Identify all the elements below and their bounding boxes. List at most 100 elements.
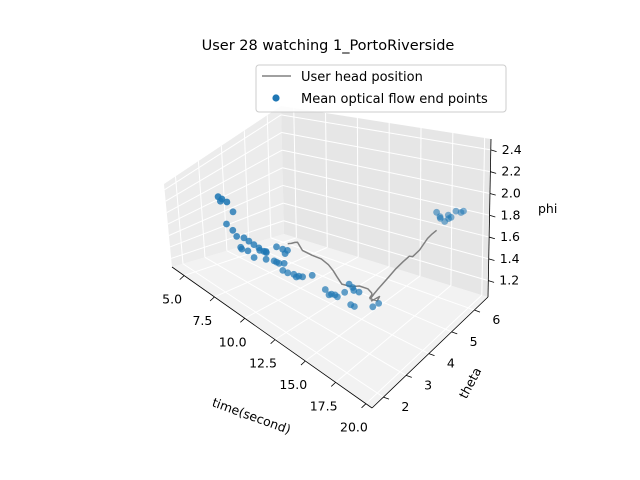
y-tick-label: 3: [424, 377, 432, 392]
flow-end-point: [375, 300, 383, 307]
z-grid-back: [281, 131, 491, 173]
y-tick-label: 5: [470, 334, 478, 349]
x-grid-back: [419, 127, 422, 277]
x-tick: [240, 317, 245, 323]
z-axis-line: [487, 138, 492, 298]
x-tick: [179, 275, 185, 280]
y-tick: [428, 353, 435, 357]
flow-end-point: [250, 254, 258, 261]
x-axis-line: [171, 266, 373, 409]
z-grid-left: [168, 184, 284, 236]
back-pane: [281, 106, 491, 297]
z-grid-left: [165, 132, 282, 202]
plot-series: [214, 193, 467, 311]
z-tick: [489, 214, 496, 218]
x-grid-floor: [274, 266, 390, 341]
legend: User head position Mean optical flow end…: [255, 64, 507, 113]
flow-end-point: [233, 233, 241, 240]
flow-end-point: [460, 207, 467, 215]
flow-end-point: [308, 271, 316, 279]
x-tick-label: 7.5: [192, 313, 212, 328]
x-tick-label: 20.0: [340, 420, 368, 435]
flow-end-point: [299, 273, 306, 281]
flow-end-point: [240, 234, 248, 242]
y-tick: [451, 331, 458, 335]
flow-end-point: [273, 243, 280, 251]
z-tick-label: 2.2: [501, 164, 521, 179]
head-position-line: [287, 229, 438, 302]
flow-end-point: [436, 213, 444, 221]
y-grid-floor: [182, 263, 384, 398]
x-tick-label: 10.0: [219, 334, 247, 349]
flow-end-point: [229, 208, 237, 216]
z-tick-label: 1.4: [500, 251, 520, 266]
z-tick-label: 1.8: [501, 207, 521, 222]
x-tick: [361, 403, 367, 409]
x-grid-back: [356, 117, 359, 257]
z-tick-label: 1.6: [500, 229, 520, 244]
x-grid-back: [325, 112, 328, 248]
x-axis-label: time(second): [210, 395, 293, 437]
z-tick: [489, 236, 496, 240]
legend-frame: [255, 64, 507, 113]
flow-end-point: [321, 286, 329, 293]
flow-end-point: [284, 247, 291, 254]
flow-end-point: [331, 291, 339, 299]
z-tick-label: 2.0: [501, 185, 521, 200]
flow-end-point: [238, 245, 246, 253]
flow-end-point: [223, 220, 230, 228]
z-grid-left: [166, 149, 283, 214]
flow-end-point: [217, 197, 224, 205]
z-tick: [488, 258, 495, 261]
flow-end-point: [250, 241, 258, 249]
x-grid-floor: [305, 275, 421, 362]
axis-edges: [171, 138, 492, 409]
z-tick-label: 2.4: [502, 142, 522, 157]
x-tick: [330, 382, 336, 387]
y-grid-left: [174, 176, 184, 264]
y-tick-label: 4: [447, 356, 455, 371]
z-tick: [490, 171, 497, 174]
z-tick: [488, 280, 495, 283]
y-tick: [383, 396, 390, 400]
flow-end-point: [351, 303, 358, 310]
z-grid-back: [283, 220, 489, 282]
floor-pane: [172, 234, 488, 408]
z-grid-left: [171, 220, 284, 259]
flow-end-point: [284, 269, 292, 277]
z-grid-back: [282, 184, 490, 238]
flow-end-point: [355, 288, 363, 296]
legend-marker-swatch: [272, 94, 280, 102]
y-tick-label: 6: [492, 312, 500, 327]
flow-end-point: [369, 303, 377, 311]
x-tick: [270, 339, 276, 345]
flow-end-point: [341, 288, 349, 296]
z-grid-back: [283, 202, 489, 260]
y-grid-left: [243, 130, 250, 245]
z-axis-label: phi: [538, 201, 557, 216]
y-grid-floor: [226, 250, 430, 355]
z-tick: [489, 193, 496, 196]
x-tick-label: 12.5: [249, 356, 277, 371]
y-axis-label: theta: [456, 365, 485, 401]
x-grid-floor: [365, 294, 483, 405]
flow-end-point: [223, 198, 231, 206]
x-grid-floor: [214, 246, 328, 298]
z-grid-back: [281, 149, 491, 194]
flow-end-point: [280, 260, 288, 267]
flow-end-point: [262, 255, 270, 263]
legend-label-head: User head position: [301, 70, 423, 85]
x-tick-label: 5.0: [162, 292, 182, 307]
flow-end-point: [325, 291, 333, 299]
chart-title: User 28 watching 1_PortoRiverside: [202, 38, 455, 54]
y-grid-left: [197, 161, 206, 258]
flow-end-point: [256, 247, 264, 254]
flow-end-point: [229, 226, 237, 234]
flow-end-point: [441, 218, 449, 225]
x-tick: [300, 360, 306, 366]
x-grid-back: [481, 137, 486, 296]
z-grid-left: [167, 167, 283, 225]
z-grid-back: [282, 167, 490, 216]
